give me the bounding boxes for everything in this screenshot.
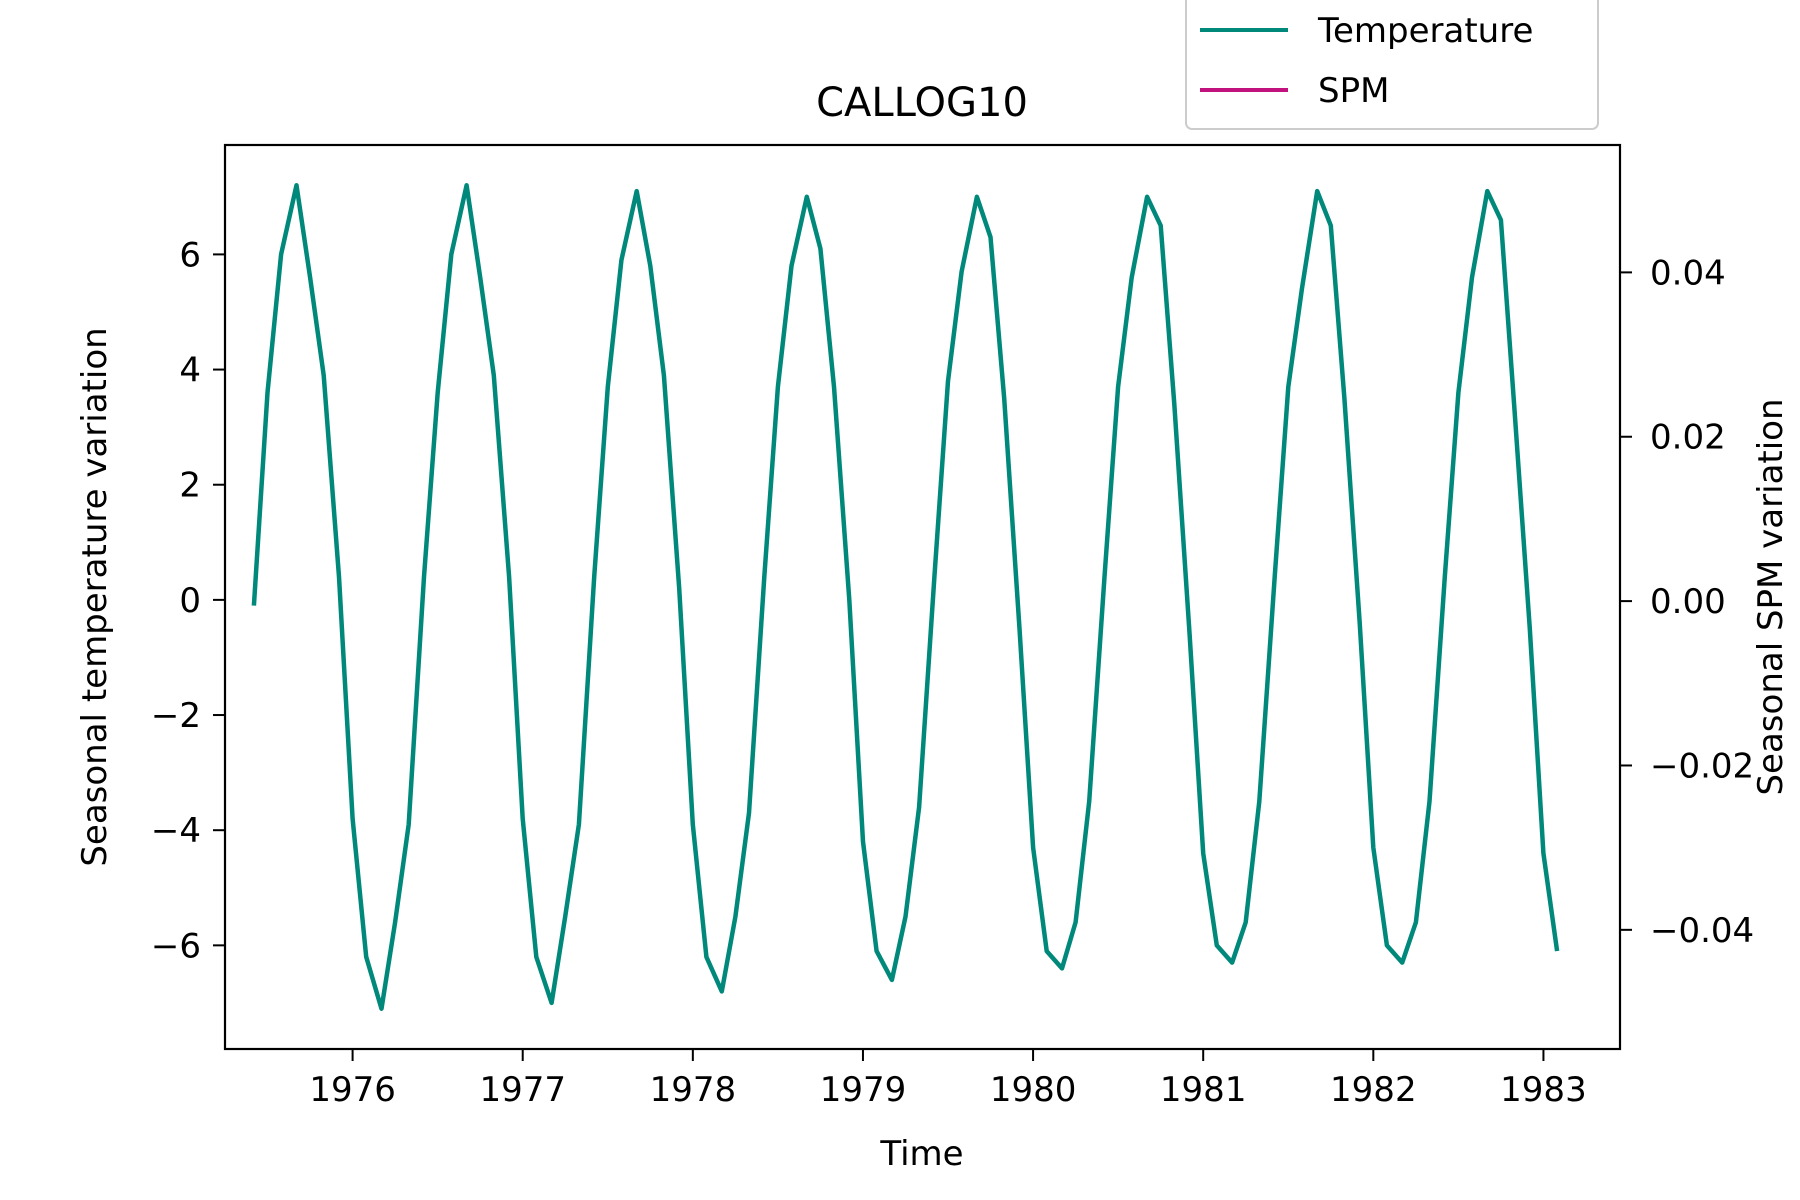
- y-tick-label: −2: [151, 696, 201, 736]
- x-tick-label: 1977: [479, 1070, 566, 1110]
- y2-tick-label: 0.00: [1650, 582, 1726, 622]
- x-axis-label: Time: [879, 1134, 963, 1174]
- series-line-temperature: [251, 183, 1560, 1011]
- y-tick-label: 2: [179, 466, 201, 506]
- y-tick-label: −6: [151, 926, 201, 966]
- x-tick-label: 1981: [1160, 1070, 1247, 1110]
- legend-box: [1185, 0, 1599, 130]
- y2-tick-label: −0.02: [1650, 746, 1754, 786]
- plot-frame: [223, 143, 1622, 1051]
- series-layer: [251, 183, 1560, 1011]
- x-axis: 1976 1977 1978 1979 1980 1981 1982 1983: [309, 1049, 1587, 1110]
- x-tick-label: 1983: [1500, 1070, 1587, 1110]
- y-axis-right: −0.04 −0.02 0.00 0.02 0.04: [1620, 253, 1754, 951]
- y2-axis-label: Seasonal SPM variation: [1751, 398, 1791, 795]
- legend-label-temperature: Temperature: [1317, 11, 1533, 51]
- y-tick-label: 4: [179, 351, 201, 391]
- x-tick-label: 1976: [309, 1070, 396, 1110]
- y-tick-label: 6: [179, 235, 201, 275]
- legend: Temperature SPM: [1185, 0, 1599, 130]
- y2-tick-label: 0.04: [1650, 253, 1726, 293]
- y-axis-label: Seasonal temperature variation: [75, 327, 115, 866]
- y2-tick-label: −0.04: [1650, 911, 1754, 951]
- y-tick-label: 0: [179, 581, 201, 621]
- y2-tick-label: 0.02: [1650, 418, 1726, 458]
- x-tick-label: 1982: [1330, 1070, 1417, 1110]
- x-tick-label: 1978: [650, 1070, 737, 1110]
- legend-label-spm: SPM: [1318, 71, 1389, 111]
- x-tick-label: 1979: [820, 1070, 907, 1110]
- x-tick-label: 1980: [990, 1070, 1077, 1110]
- chart-title: CALLOG10: [816, 80, 1028, 126]
- y-axis-left: −6 −4 −2 0 2 4 6: [151, 235, 225, 966]
- y-tick-label: −4: [151, 811, 201, 851]
